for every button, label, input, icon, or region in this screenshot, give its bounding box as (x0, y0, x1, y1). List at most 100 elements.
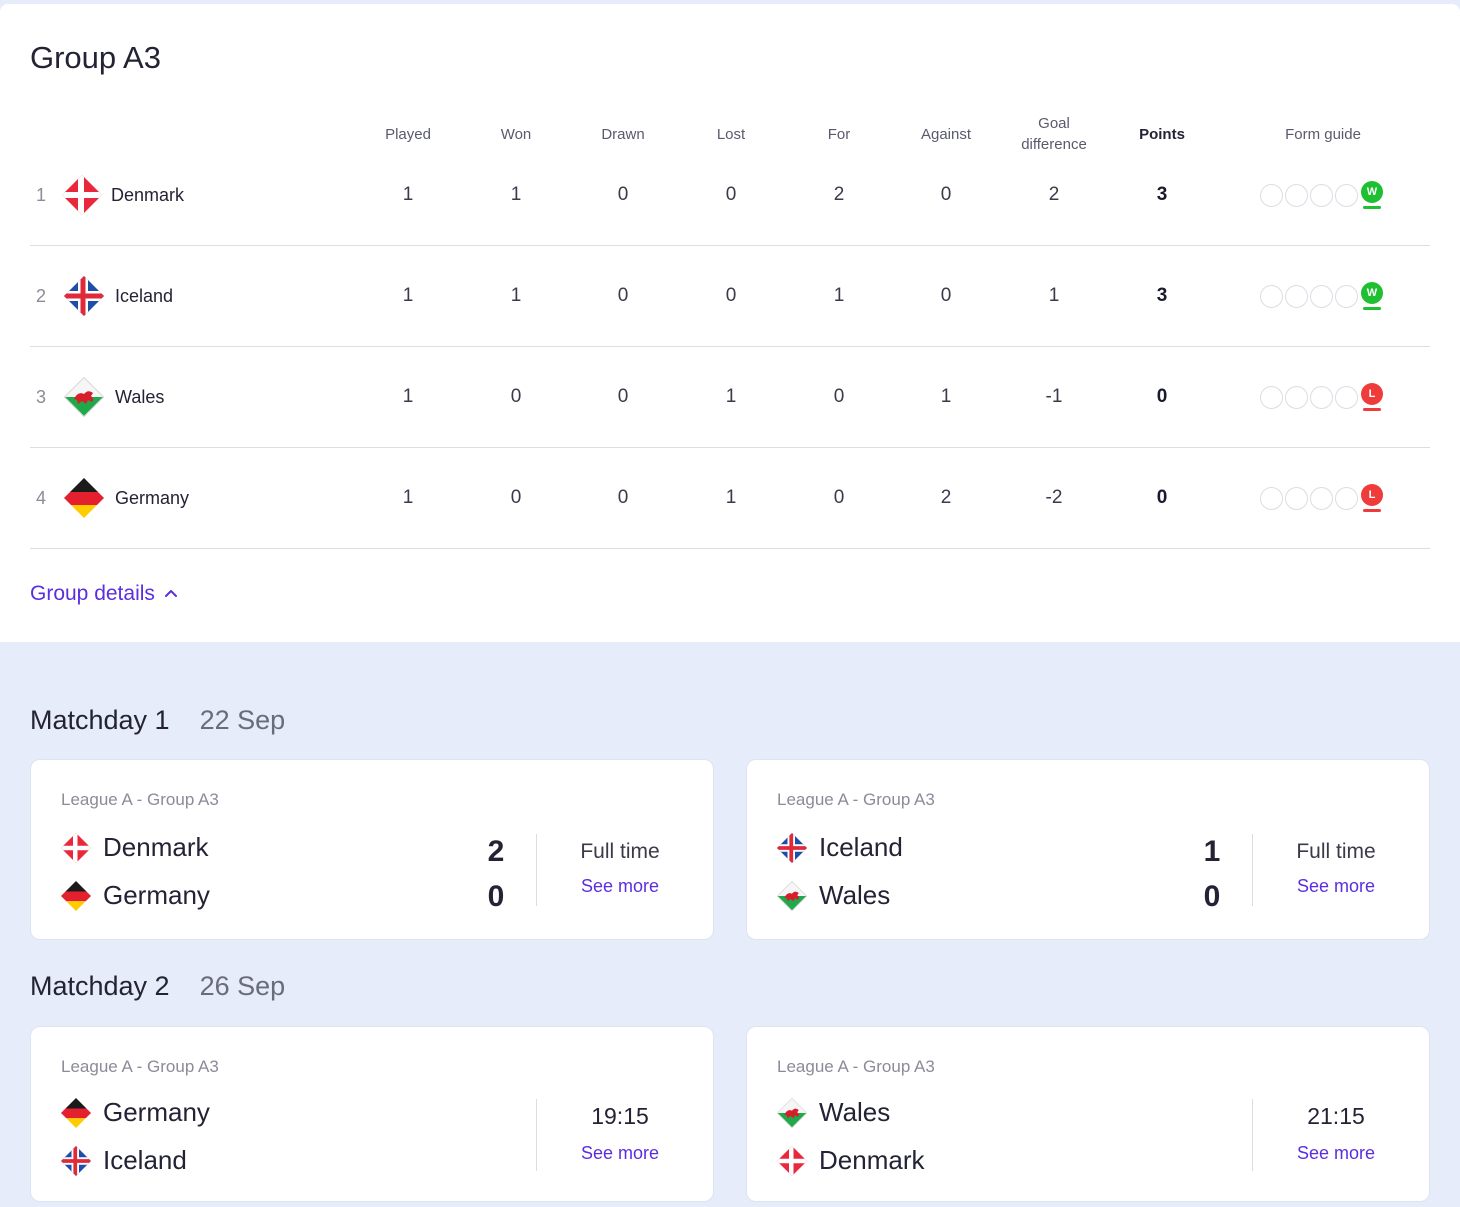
group-details-toggle[interactable]: Group details (30, 582, 179, 606)
goal-difference: 1 (1048, 285, 1060, 306)
goal-difference: 2 (1048, 184, 1060, 205)
league-label: League A - Group A3 (61, 1057, 219, 1076)
form-result-win[interactable]: W (1360, 181, 1384, 209)
germany-flag-icon (61, 881, 91, 911)
see-more-link[interactable]: See more (1296, 1143, 1376, 1163)
goals-for: 0 (833, 487, 845, 508)
table-row[interactable]: 2 Iceland 1 1 0 0 1 0 1 3 W (30, 246, 1430, 347)
played: 1 (402, 184, 414, 205)
divider (536, 834, 537, 906)
column-header-against: Against (920, 125, 972, 143)
lost: 0 (725, 184, 737, 205)
form-result-letter: L (1361, 383, 1383, 405)
form-empty-slot (1285, 385, 1308, 409)
rank: 2 (36, 285, 47, 306)
points: 0 (1156, 386, 1168, 407)
form-result-letter: L (1361, 484, 1383, 506)
rank: 1 (36, 184, 47, 205)
goals-against: 0 (940, 285, 952, 306)
drawn: 0 (617, 184, 629, 205)
won: 0 (510, 386, 522, 407)
goals-against: 2 (940, 487, 952, 508)
form-empty-slot (1260, 284, 1283, 308)
table-row[interactable]: 1 Denmark 1 1 0 0 2 0 2 3 W (30, 145, 1430, 246)
form-empty-slot (1335, 486, 1358, 510)
match-card[interactable]: League A - Group A3 Denmark Germany 2 0 … (30, 759, 714, 940)
form-result-loss[interactable]: L (1360, 484, 1384, 512)
form-empty-slot (1310, 183, 1333, 207)
drawn: 0 (617, 487, 629, 508)
see-more-link[interactable]: See more (1296, 876, 1376, 896)
team-name[interactable]: Denmark (111, 184, 185, 205)
team-name[interactable]: Iceland (115, 285, 174, 306)
column-header-goal-difference: Goal difference (1021, 115, 1087, 153)
goal-difference: -1 (1045, 386, 1063, 407)
form-empty-slot (1335, 385, 1358, 409)
iceland-flag-icon (777, 833, 807, 863)
match-card[interactable]: League A - Group A3 Germany Iceland 19:1… (30, 1026, 714, 1202)
form-empty-slot (1285, 183, 1308, 207)
column-header-lost: Lost (716, 125, 746, 143)
see-more-link[interactable]: See more (580, 876, 660, 896)
kickoff-time: 19:15 (591, 1103, 649, 1129)
points: 0 (1156, 487, 1168, 508)
matchday-date: 26 Sep (199, 971, 286, 1001)
matchday-title: Matchday 2 (30, 971, 170, 1001)
form-empty-slot (1260, 183, 1283, 207)
table-row[interactable]: 3 Wales 1 0 0 1 0 1 -1 0 L (30, 347, 1430, 448)
form-result-loss[interactable]: L (1360, 383, 1384, 411)
away-score: 0 (487, 880, 505, 913)
league-label: League A - Group A3 (61, 790, 219, 809)
goals-against: 0 (940, 184, 952, 205)
team-name[interactable]: Germany (115, 487, 190, 508)
drawn: 0 (617, 285, 629, 306)
match-card[interactable]: League A - Group A3 Iceland Wales 1 0 Fu… (746, 759, 1430, 940)
team-name[interactable]: Wales (115, 386, 165, 407)
divider (536, 1099, 537, 1171)
won: 1 (510, 184, 522, 205)
see-more-link[interactable]: See more (580, 1143, 660, 1163)
match-status: Full time (1296, 840, 1376, 863)
goals-for: 1 (833, 285, 845, 306)
away-score: 0 (1203, 880, 1221, 913)
won: 0 (510, 487, 522, 508)
form-empty-slot (1310, 486, 1333, 510)
home-score: 2 (487, 835, 505, 868)
points: 3 (1156, 285, 1168, 306)
rank: 3 (36, 386, 47, 407)
column-header-drawn: Drawn (601, 125, 645, 143)
form-empty-slot (1335, 284, 1358, 308)
group-title: Group A3 (30, 40, 161, 75)
form-result-win[interactable]: W (1360, 282, 1384, 310)
germany-flag-icon (64, 478, 104, 518)
goals-against: 1 (940, 386, 952, 407)
away-team-name: Iceland (103, 1145, 187, 1175)
germany-flag-icon (61, 1098, 91, 1128)
match-status: Full time (580, 840, 660, 863)
form-empty-slot (1285, 486, 1308, 510)
column-header-points: Points (1139, 125, 1185, 143)
column-header-played: Played (385, 125, 431, 143)
iceland-flag-icon (64, 276, 104, 316)
match-card[interactable]: League A - Group A3 Wales Denmark 21:15 … (746, 1026, 1430, 1202)
chevron-up-icon (164, 590, 177, 597)
column-header-form-guide: Form guide (1285, 125, 1361, 143)
form-result-letter: W (1361, 181, 1383, 203)
points: 3 (1156, 184, 1168, 205)
form-guide: L (1260, 347, 1384, 447)
goal-difference: -2 (1045, 487, 1063, 508)
home-team-name: Wales (819, 1097, 891, 1127)
form-result-letter: W (1361, 282, 1383, 304)
away-team-name: Germany (103, 880, 210, 910)
form-empty-slot (1260, 486, 1283, 510)
table-row[interactable]: 4 Germany 1 0 0 1 0 2 -2 0 L (30, 448, 1430, 549)
form-empty-slot (1310, 284, 1333, 308)
column-header-won: Won (500, 125, 532, 143)
away-team-name: Denmark (819, 1145, 925, 1175)
divider (1252, 1099, 1253, 1171)
denmark-flag-icon (777, 1146, 807, 1176)
matchday-date: 22 Sep (199, 705, 286, 735)
home-score: 1 (1203, 835, 1221, 868)
form-empty-slot (1285, 284, 1308, 308)
lost: 0 (725, 285, 737, 306)
